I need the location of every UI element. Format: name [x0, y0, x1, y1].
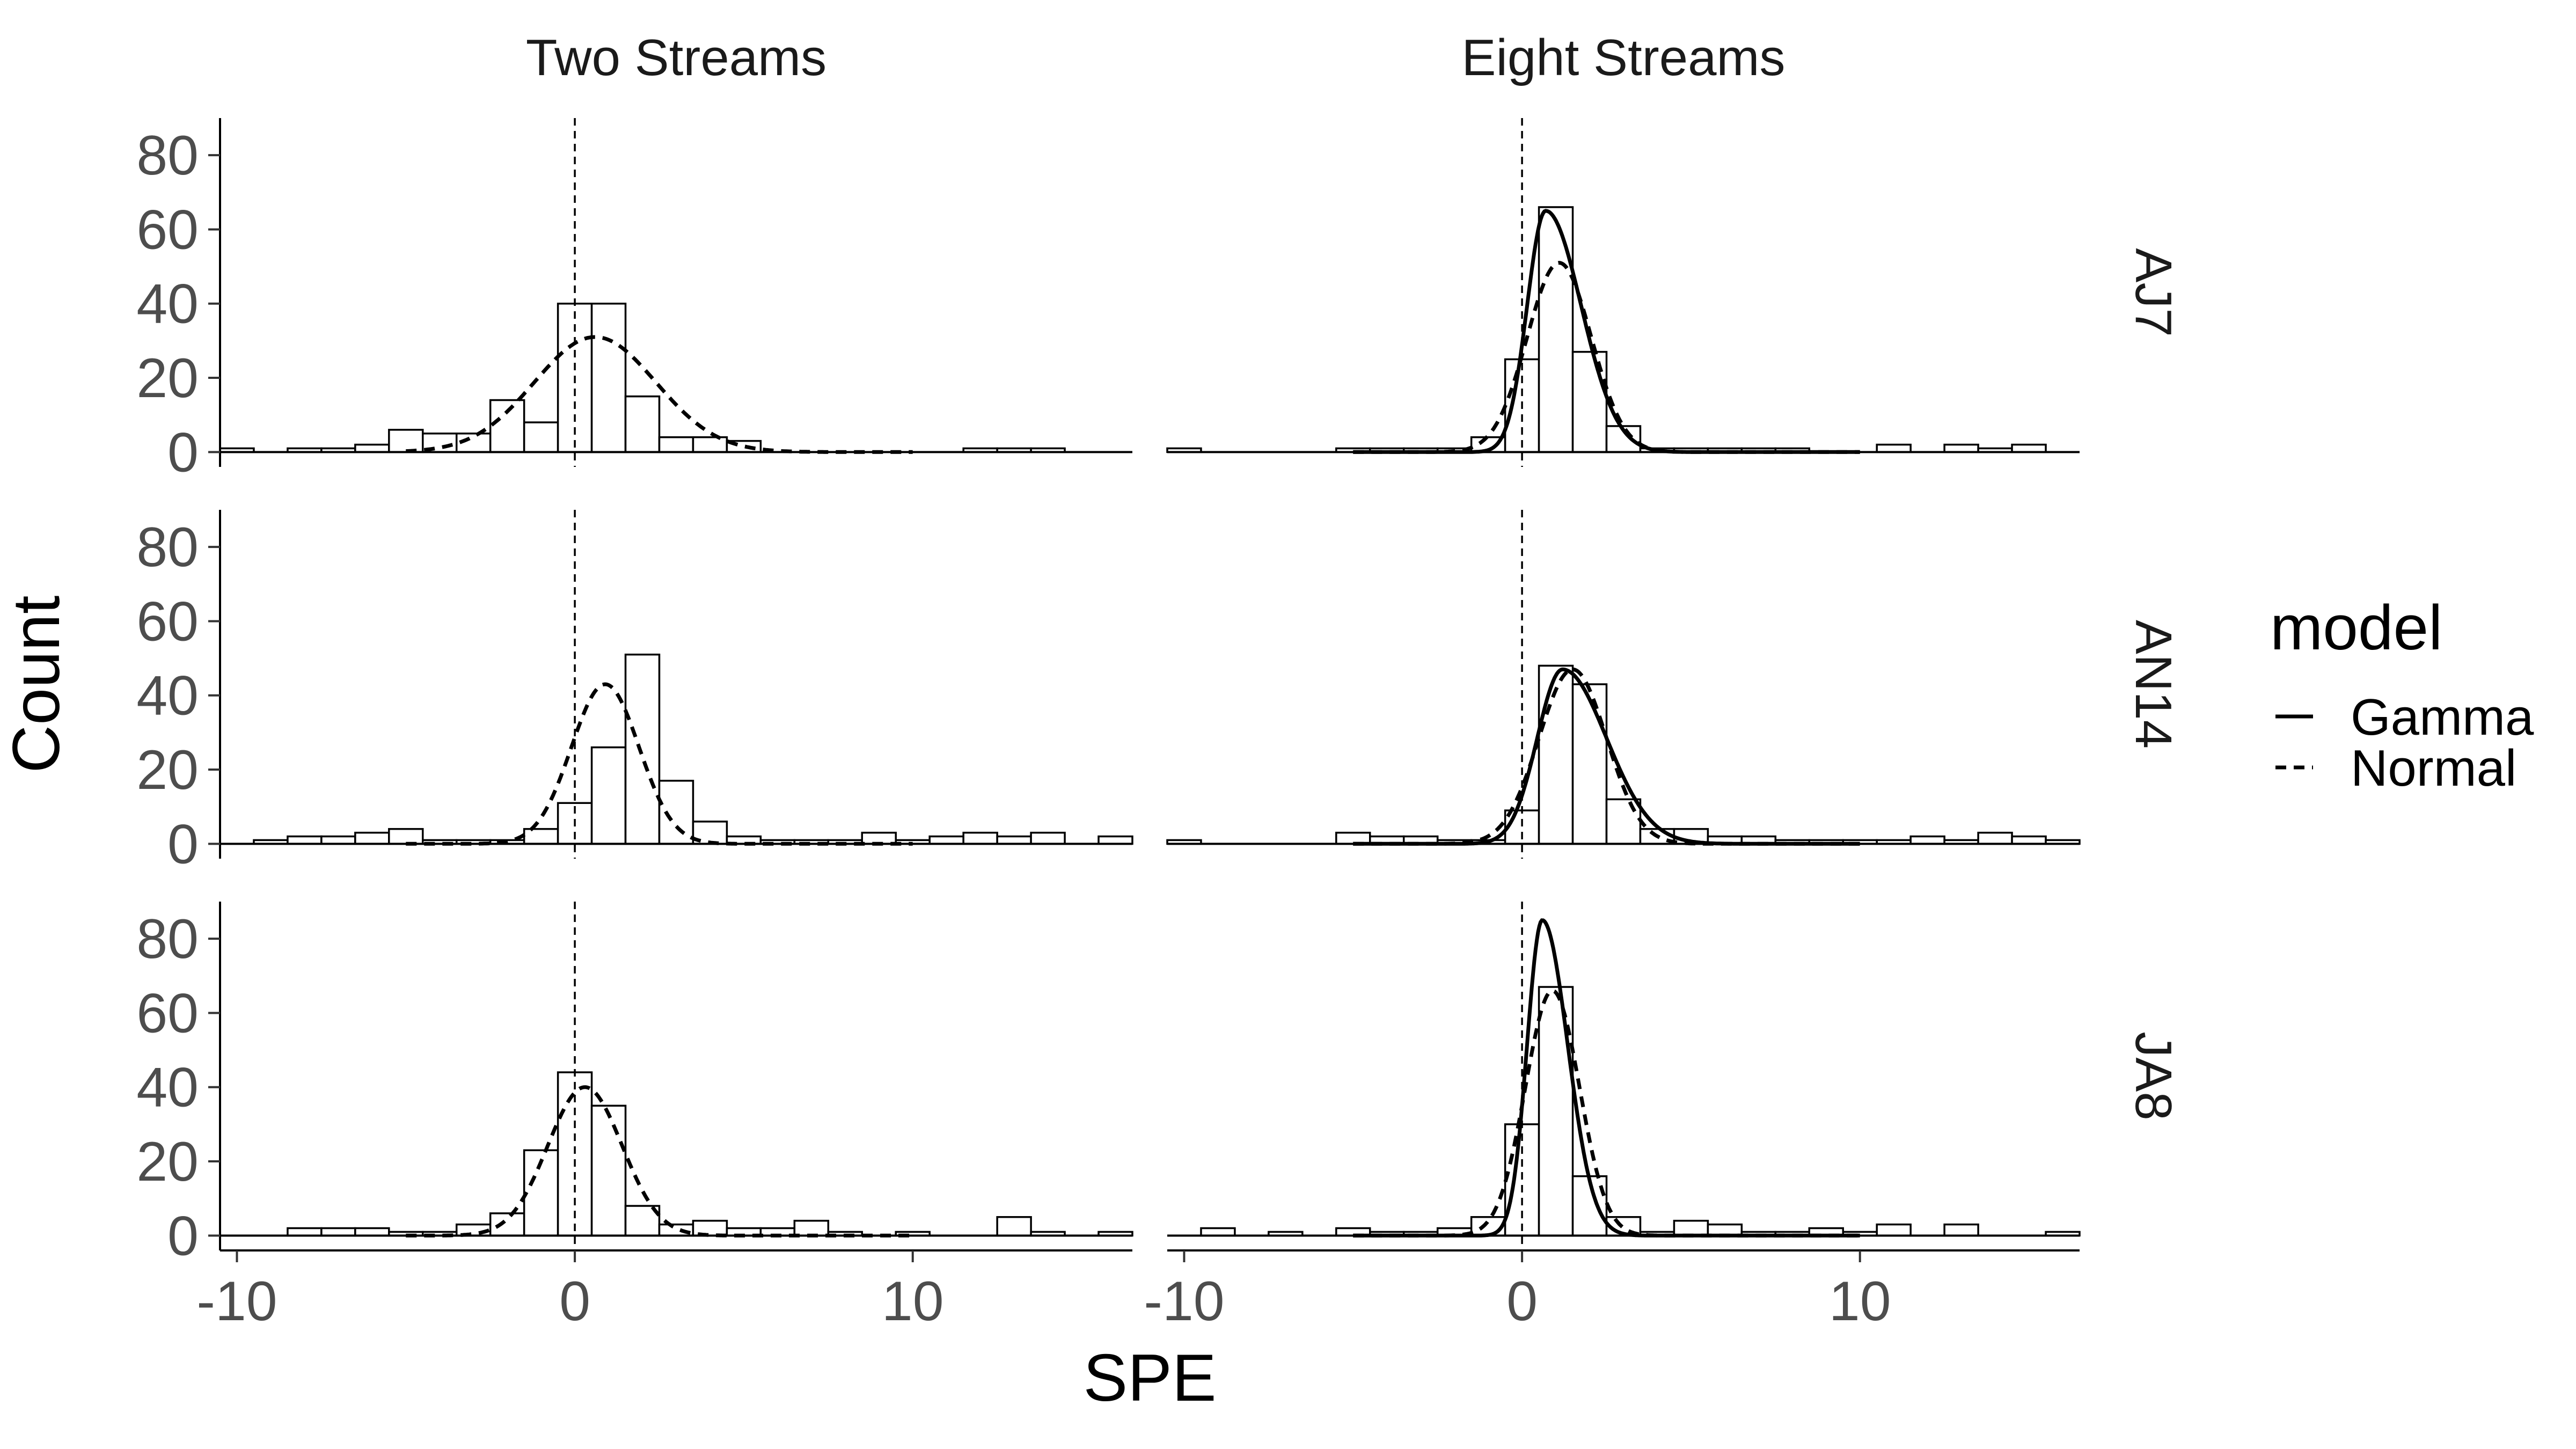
bar-aj7-two-streams-14 [692, 436, 728, 453]
bar-ja8-eight-streams-21 [1876, 1223, 1912, 1237]
bar-aj7-two-streams-9 [523, 421, 559, 453]
legend: model Gamma Normal [2270, 592, 2534, 797]
y-tick-label-an14-0: 0 [167, 813, 199, 875]
normal-curve-aj7-two-streams [406, 335, 913, 454]
panel-aj7-two-streams [219, 118, 1132, 467]
y-tick-label-ja8-60: 60 [136, 982, 199, 1044]
normal-curve-ja8-two-streams [406, 1085, 913, 1238]
bar-an14-two-streams-3 [320, 835, 356, 845]
bar-an14-two-streams-21 [928, 835, 964, 845]
bar-an14-two-streams-9 [523, 828, 559, 845]
gamma-curve-an14-eight-streams [1353, 667, 1860, 846]
bar-ja8-eight-streams-15 [1673, 1219, 1709, 1237]
bar-ja8-two-streams-17 [793, 1219, 830, 1237]
bar-aj7-two-streams-12 [624, 395, 661, 453]
bar-ja8-eight-streams-23 [1943, 1223, 1979, 1237]
x-tick-label-eight-streams-0: -10 [1144, 1270, 1224, 1333]
bar-ja8-two-streams-2 [287, 1227, 323, 1237]
normal-curve-an14-two-streams [406, 682, 913, 846]
bar-aj7-eight-streams-25 [2011, 443, 2047, 453]
panels [219, 118, 2081, 1250]
panel-an14-eight-streams [1166, 510, 2081, 859]
y-axis-title: Count [0, 596, 74, 773]
y-tick-label-aj7-20: 20 [136, 347, 199, 409]
bar-aj7-two-streams-13 [658, 436, 694, 453]
y-tick-label-aj7-60: 60 [136, 199, 199, 261]
bar-an14-two-streams-26 [1097, 835, 1133, 845]
bar-ja8-two-streams-4 [354, 1227, 390, 1237]
y-tick-label-ja8-0: 0 [167, 1205, 199, 1267]
bar-an14-two-streams-23 [996, 835, 1032, 845]
y-tick-label-ja8-80: 80 [136, 908, 199, 970]
bar-an14-eight-streams-22 [1909, 835, 1945, 845]
bar-ja8-eight-streams-9 [1470, 1216, 1506, 1237]
legend-label-normal: Normal [2351, 740, 2516, 797]
y-tick-label-an14-80: 80 [136, 516, 199, 579]
strip-label-aj7: AJ7 [2125, 248, 2182, 336]
gamma-curve-ja8-eight-streams [1353, 918, 1860, 1238]
bar-an14-two-streams-22 [962, 831, 998, 845]
bar-an14-eight-streams-25 [2011, 835, 2047, 845]
x-tick-label-two-streams-1: 0 [559, 1270, 590, 1333]
bar-aj7-two-streams-11 [590, 302, 627, 453]
bar-an14-two-streams-11 [590, 746, 627, 845]
bar-aj7-eight-streams-21 [1876, 443, 1912, 453]
bar-ja8-eight-streams-11 [1538, 986, 1574, 1237]
bar-an14-two-streams-4 [354, 831, 390, 845]
bar-ja8-two-streams-11 [590, 1104, 627, 1237]
bar-ja8-two-streams-8 [489, 1212, 525, 1237]
bar-an14-two-streams-5 [388, 828, 424, 845]
bar-an14-eight-streams-13 [1605, 798, 1642, 845]
y-tick-label-an14-20: 20 [136, 739, 199, 801]
strip-label-ja8: JA8 [2125, 1031, 2182, 1120]
row-strips: AJ7 AN14 JA8 [2125, 248, 2182, 1120]
x-axis-title: SPE [1083, 1341, 1216, 1415]
y-tick-label-aj7-40: 40 [136, 273, 199, 335]
panel-aj7-eight-streams [1166, 118, 2080, 467]
bar-an14-two-streams-24 [1030, 831, 1066, 845]
y-tick-label-ja8-40: 40 [136, 1057, 199, 1119]
x-tick-label-two-streams-2: 10 [882, 1270, 944, 1333]
legend-title: model [2270, 592, 2442, 663]
bar-ja8-two-streams-3 [320, 1227, 356, 1237]
bar-ja8-two-streams-23 [996, 1216, 1032, 1237]
panel-ja8-two-streams [220, 902, 1133, 1250]
x-tick-label-two-streams-0: -10 [196, 1270, 277, 1333]
bar-an14-eight-streams-24 [1977, 831, 2013, 845]
x-tick-label-eight-streams-2: 10 [1829, 1270, 1891, 1333]
y-tick-label-ja8-20: 20 [136, 1131, 199, 1193]
y-tick-label-aj7-0: 0 [167, 421, 199, 484]
bar-ja8-eight-streams-10 [1504, 1123, 1540, 1237]
y-tick-label-an14-60: 60 [136, 590, 199, 653]
panel-an14-two-streams [220, 510, 1133, 859]
bar-an14-eight-streams-12 [1571, 683, 1608, 845]
column-strips: Two Streams Eight Streams [526, 29, 1785, 86]
panel-ja8-eight-streams [1167, 902, 2081, 1250]
legend-label-gamma: Gamma [2351, 689, 2534, 746]
bar-ja8-eight-streams-1 [1200, 1227, 1236, 1237]
bar-an14-eight-streams-11 [1538, 664, 1574, 845]
x-tick-label-eight-streams-1: 0 [1506, 1270, 1538, 1333]
gamma-curve-aj7-eight-streams [1353, 209, 1860, 454]
normal-curve-aj7-eight-streams [1353, 261, 1860, 454]
bar-aj7-two-streams-4 [354, 443, 390, 453]
bar-aj7-two-streams-5 [388, 429, 424, 453]
bar-an14-two-streams-2 [287, 835, 323, 845]
strip-label-eight-streams: Eight Streams [1462, 29, 1785, 86]
y-tick-label-an14-40: 40 [136, 665, 199, 727]
y-tick-label-aj7-80: 80 [136, 125, 199, 187]
strip-label-an14: AN14 [2125, 620, 2182, 749]
bar-an14-two-streams-12 [624, 653, 661, 845]
bar-aj7-eight-streams-11 [1538, 206, 1574, 453]
bar-aj7-eight-streams-23 [1943, 443, 1979, 453]
bar-aj7-two-streams-8 [489, 399, 525, 453]
strip-label-two-streams: Two Streams [526, 29, 826, 86]
